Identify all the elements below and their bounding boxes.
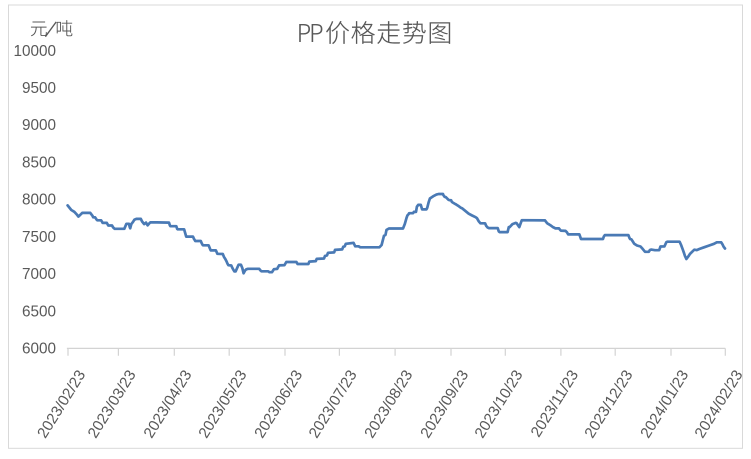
svg-text:8500: 8500: [22, 155, 56, 172]
svg-text:10000: 10000: [13, 43, 56, 60]
svg-text:7000: 7000: [22, 266, 56, 283]
svg-text:7500: 7500: [22, 229, 56, 246]
svg-text:6000: 6000: [22, 341, 56, 358]
svg-text:8000: 8000: [22, 192, 56, 209]
svg-text:6500: 6500: [22, 303, 56, 320]
svg-text:9000: 9000: [22, 117, 56, 134]
svg-text:9500: 9500: [22, 80, 56, 97]
